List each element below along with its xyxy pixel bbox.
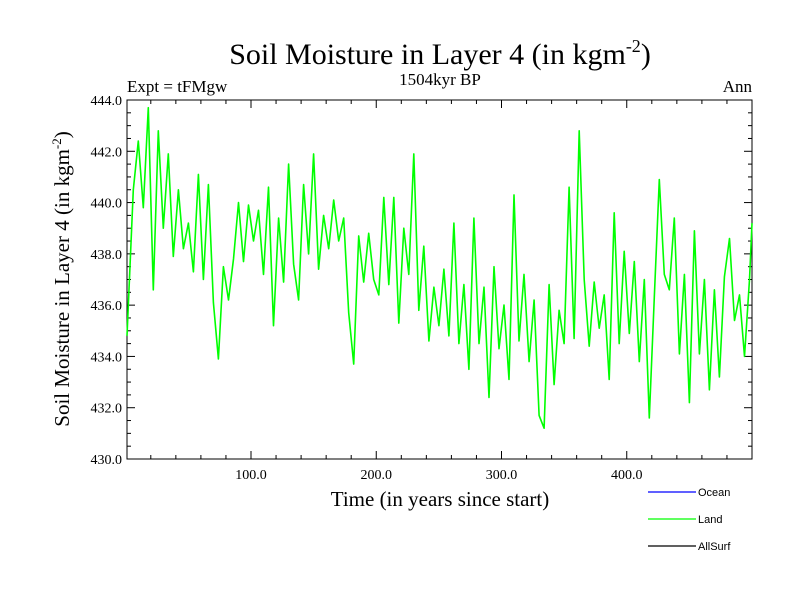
x-tick-label: 300.0 <box>486 468 518 483</box>
legend-label-land: Land <box>698 514 722 526</box>
chart-title: Soil Moisture in Layer 4 (in kgm-2) <box>229 36 651 71</box>
y-tick-label: 432.0 <box>91 402 123 417</box>
legend-label-ocean: Ocean <box>698 487 730 499</box>
x-tick-label: 200.0 <box>360 468 392 483</box>
x-tick-labels: 100.0 200.0 300.0 400.0 <box>235 468 642 483</box>
ylabel-superscript: -2 <box>49 138 64 149</box>
left-label: Expt = tFMgw <box>127 77 228 96</box>
y-tick-label: 434.0 <box>91 350 123 365</box>
subtitle: 1504kyr BP <box>399 70 481 89</box>
x-tick-label: 100.0 <box>235 468 267 483</box>
y-tick-label: 444.0 <box>91 94 123 109</box>
title-superscript: -2 <box>626 36 641 56</box>
y-tick-label: 436.0 <box>91 299 123 314</box>
y-tick-label: 430.0 <box>91 453 123 468</box>
y-tick-label: 442.0 <box>91 145 123 160</box>
legend: Ocean Land AllSurf <box>648 487 731 553</box>
series-line-land <box>126 106 753 430</box>
y-tick-labels: 430.0 432.0 434.0 436.0 438.0 440.0 442.0 444.0 <box>91 94 123 468</box>
y-axis-label: Soil Moisture in Layer 4 (in kgm-2) <box>49 131 74 426</box>
plot-frame <box>126 99 753 460</box>
tick-marks <box>127 99 753 460</box>
y-tick-label: 440.0 <box>91 197 123 212</box>
legend-label-allsurf: AllSurf <box>698 541 731 553</box>
series-group <box>126 106 753 430</box>
right-label: Ann <box>723 77 753 96</box>
x-tick-label: 400.0 <box>611 468 643 483</box>
y-tick-label: 438.0 <box>91 248 123 263</box>
x-axis-label: Time (in years since start) <box>331 487 550 511</box>
